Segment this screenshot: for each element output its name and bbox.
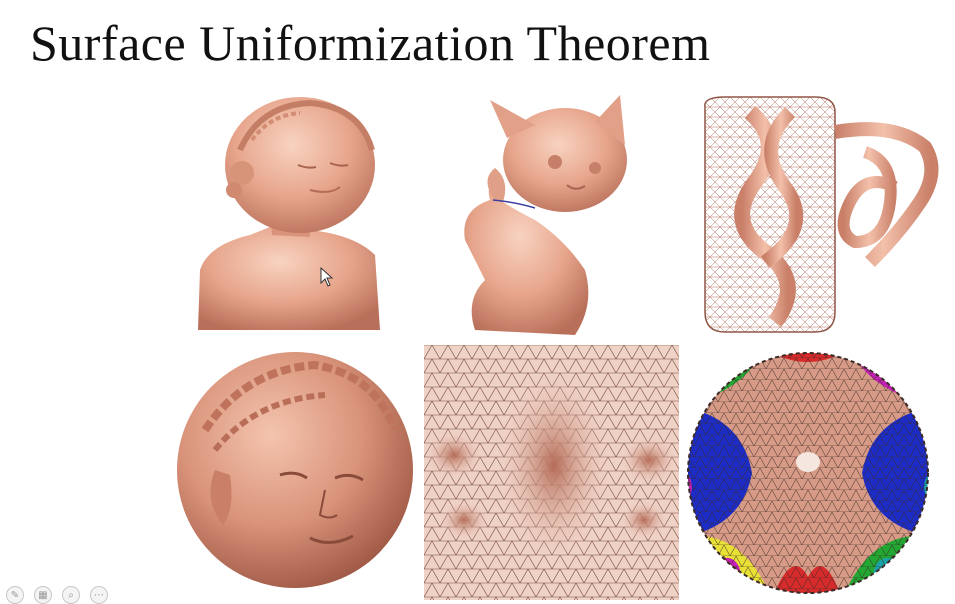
zoom-icon: ⌕: [68, 590, 74, 601]
slides-icon: ▦: [38, 590, 47, 601]
knotted-mesh-model: [695, 92, 940, 337]
3d-mesh-icon: [695, 92, 940, 337]
mouse-cursor-icon: [320, 267, 334, 287]
slide-title: Surface Uniformization Theorem: [30, 14, 711, 72]
girl-bust-model: [190, 95, 390, 335]
presenter-toolbar: ✎ ▦ ⌕ ⋯: [6, 586, 108, 604]
spherical-face-map: [175, 350, 415, 590]
pen-button[interactable]: ✎: [6, 586, 24, 604]
kitten-model: [455, 90, 640, 338]
sphere-map-icon: [175, 350, 415, 590]
planar-mesh-icon: [424, 345, 679, 600]
zoom-button[interactable]: ⌕: [62, 586, 80, 604]
hyperbolic-disk-map: [682, 347, 934, 599]
more-button[interactable]: ⋯: [90, 586, 108, 604]
3d-kitten-icon: [455, 90, 640, 338]
more-icon: ⋯: [94, 590, 104, 601]
pen-icon: ✎: [11, 590, 19, 601]
hyperbolic-disk-icon: [682, 347, 934, 599]
planar-mesh-map: [424, 345, 679, 600]
slides-button[interactable]: ▦: [34, 586, 52, 604]
3d-bust-icon: [190, 95, 390, 335]
